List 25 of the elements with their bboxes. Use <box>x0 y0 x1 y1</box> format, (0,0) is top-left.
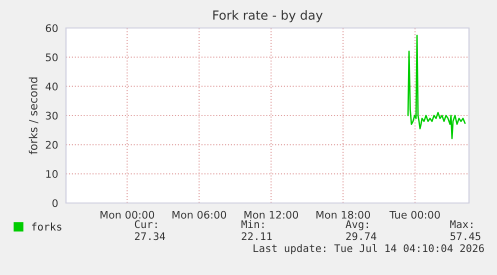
text: 57.45 <box>450 232 480 240</box>
text: 29.74 <box>346 232 376 240</box>
y-axis-title: forks / second <box>28 78 38 154</box>
x-tick-label: Tue 00:00 <box>389 210 440 219</box>
y-tick-label: 0 <box>52 199 58 208</box>
text: 27.34 <box>134 232 166 240</box>
y-tick-label: 60 <box>46 24 58 32</box>
text: Cur: <box>134 220 157 228</box>
x-tick-label: Mon 12:00 <box>244 210 298 219</box>
legend-label: forks <box>32 222 62 231</box>
text: 22.11 <box>242 232 272 240</box>
x-tick-label: Mon 00:00 <box>100 210 154 219</box>
text: Last update: Tue Jul 14 04:10:04 2026 <box>254 244 484 254</box>
y-tick-label: 50 <box>46 53 58 62</box>
text: Avg: <box>346 220 368 230</box>
x-tick-label: Mon 18:00 <box>316 210 370 219</box>
x-tick-label: Mon 06:00 <box>172 210 226 219</box>
y-tick-label: 40 <box>46 82 58 90</box>
text: Min: <box>241 220 264 228</box>
y-tick-label: 20 <box>46 140 58 149</box>
y-tick-label: 30 <box>46 112 58 120</box>
y-tick-label: 10 <box>46 170 58 178</box>
chart-title: Fork rate - by day <box>213 10 323 22</box>
line-series <box>407 34 466 140</box>
text: Max: <box>450 220 472 228</box>
